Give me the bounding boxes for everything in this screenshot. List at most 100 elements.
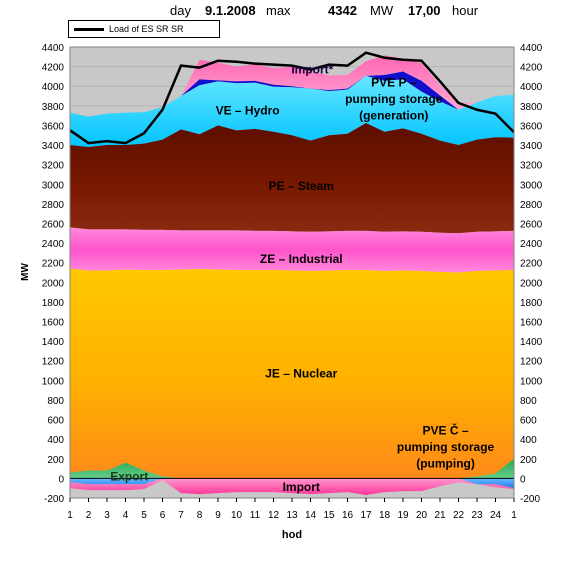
y-tick-right: -200 xyxy=(520,494,540,505)
label-industrial: ZE – Industrial xyxy=(260,252,343,266)
y-tick-left: 600 xyxy=(47,416,64,427)
x-tick-label: 2 xyxy=(86,510,92,521)
y-tick-left: -200 xyxy=(44,494,64,505)
x-tick-label: 5 xyxy=(141,510,147,521)
legend-load-line-swatch xyxy=(74,28,104,31)
y-tick-right: 1000 xyxy=(520,376,543,387)
y-tick-right: 3000 xyxy=(520,180,543,191)
x-tick-label: 1 xyxy=(511,510,517,521)
y-tick-right: 1200 xyxy=(520,357,543,368)
y-tick-right: 800 xyxy=(520,396,537,407)
legend: Load of ES SR SR xyxy=(68,20,220,38)
y-tick-right: 0 xyxy=(520,474,526,485)
y-tick-right: 2800 xyxy=(520,200,543,211)
export-area xyxy=(70,458,514,479)
x-tick-label: 24 xyxy=(490,510,502,521)
y-tick-left: 1000 xyxy=(42,376,65,387)
x-axis-label: hod xyxy=(282,529,302,541)
y-tick-right: 2600 xyxy=(520,219,543,230)
y-tick-left: 800 xyxy=(47,396,64,407)
label-export: Export xyxy=(110,469,148,483)
y-tick-left: 2000 xyxy=(42,278,65,289)
hydro-area xyxy=(70,75,514,148)
pve-pumping-area xyxy=(70,478,514,489)
x-tick-label: 21 xyxy=(434,510,446,521)
x-tick-label: 17 xyxy=(360,510,372,521)
y-tick-right: 200 xyxy=(520,455,537,466)
y-tick-left: 2600 xyxy=(42,219,65,230)
y-tick-right: 4200 xyxy=(520,63,543,74)
y-tick-right: 1600 xyxy=(520,318,543,329)
x-tick-label: 3 xyxy=(104,510,110,521)
y-tick-left: 1200 xyxy=(42,357,65,368)
time-value: 17,00 xyxy=(408,3,441,18)
date-value: 9.1.2008 xyxy=(205,3,256,18)
import-top-area xyxy=(70,55,514,117)
max-value: 4342 xyxy=(328,3,357,18)
y-tick-left: 1800 xyxy=(42,298,65,309)
y-tick-right: 2200 xyxy=(520,259,543,270)
y-tick-left: 2200 xyxy=(42,259,65,270)
y-tick-left: 0 xyxy=(58,474,64,485)
legend-load-label: Load of ES SR SR xyxy=(109,24,184,34)
axes: -200 -200 0 0 200 200 400 400 600 600 800 800 1000 10… xyxy=(20,43,543,541)
unit-label: MW xyxy=(370,3,394,18)
y-tick-right: 1800 xyxy=(520,298,543,309)
y-tick-right: 3600 xyxy=(520,121,543,132)
y-tick-left: 4000 xyxy=(42,82,65,93)
label-pve-pumping-1: PVE Č – xyxy=(423,422,469,437)
label-import-top: Import* xyxy=(291,63,333,77)
x-tick-label: 23 xyxy=(471,510,483,521)
y-tick-left: 400 xyxy=(47,435,64,446)
max-label: max xyxy=(266,3,291,18)
import-bottom-area xyxy=(70,478,514,496)
y-tick-right: 4000 xyxy=(520,82,543,93)
label-pve-generation-2: pumping storage xyxy=(345,92,443,106)
x-tick-label: 11 xyxy=(250,510,261,521)
y-tick-right: 3200 xyxy=(520,161,543,172)
x-tick-label: 9 xyxy=(215,510,221,521)
y-tick-right: 3800 xyxy=(520,102,543,113)
steam-area xyxy=(70,122,514,234)
x-tick-label: 10 xyxy=(231,510,243,521)
y-tick-right: 400 xyxy=(520,435,537,446)
label-nuclear: JE – Nuclear xyxy=(265,366,337,380)
x-tick-label: 14 xyxy=(305,510,317,521)
x-tick-label: 6 xyxy=(160,510,166,521)
x-tick-label: 22 xyxy=(453,510,465,521)
y-tick-left: 3400 xyxy=(42,141,65,152)
x-tick-label: 18 xyxy=(379,510,391,521)
y-tick-left: 3800 xyxy=(42,102,65,113)
y-tick-right: 1400 xyxy=(520,337,543,348)
y-tick-left: 4200 xyxy=(42,63,65,74)
y-tick-right: 4400 xyxy=(520,43,543,54)
x-tick-label: 8 xyxy=(197,510,203,521)
y-tick-left: 200 xyxy=(47,455,64,466)
industrial-area xyxy=(70,227,514,273)
x-tick-label: 15 xyxy=(323,510,335,521)
y-tick-right: 600 xyxy=(520,416,537,427)
y-tick-left: 2800 xyxy=(42,200,65,211)
label-pve-generation-3: (generation) xyxy=(359,109,428,123)
label-steam: PE – Steam xyxy=(269,179,334,193)
hour-label: hour xyxy=(452,3,479,18)
y-tick-right: 3400 xyxy=(520,141,543,152)
label-import-bottom: Import xyxy=(283,480,320,494)
areas xyxy=(70,55,514,496)
y-tick-right: 2000 xyxy=(520,278,543,289)
x-tick-label: 20 xyxy=(416,510,428,521)
lines xyxy=(69,51,515,145)
label-hydro: VE – Hydro xyxy=(216,104,280,118)
x-tick-label: 4 xyxy=(123,510,129,521)
y-axis-label: MW xyxy=(20,263,31,281)
y-tick-right: 2400 xyxy=(520,239,543,250)
label-pve-pumping-3: (pumping) xyxy=(416,457,475,471)
y-tick-left: 2400 xyxy=(42,239,65,250)
load-line xyxy=(69,51,515,145)
x-tick-label: 16 xyxy=(342,510,354,521)
y-tick-left: 3600 xyxy=(42,121,65,132)
y-tick-left: 3200 xyxy=(42,161,65,172)
day-label: day xyxy=(170,3,191,18)
x-tick-label: 13 xyxy=(286,510,298,521)
